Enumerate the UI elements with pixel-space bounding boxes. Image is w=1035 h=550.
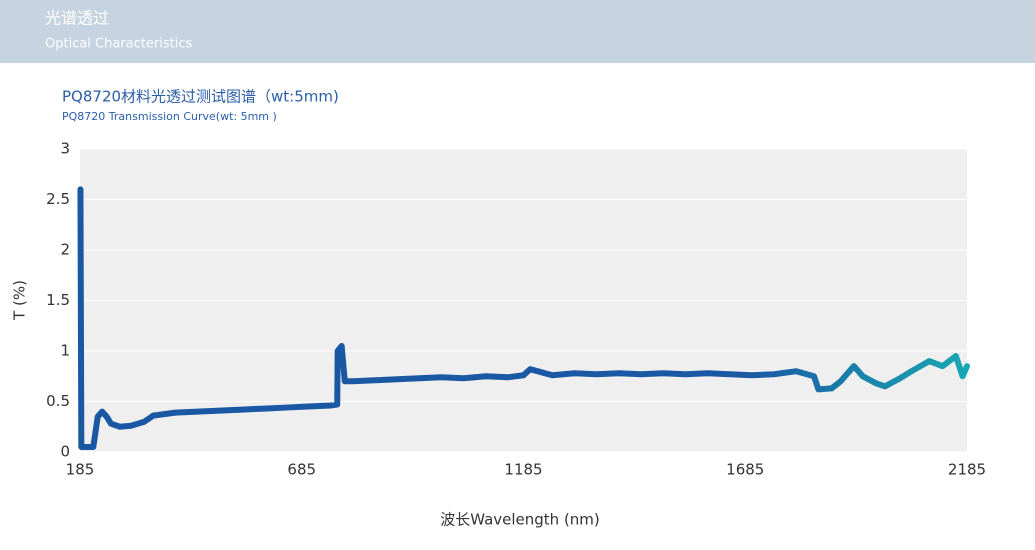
header-title: 光谱透过	[45, 9, 109, 28]
y-tick-label: 3	[60, 140, 70, 158]
y-tick-label: 1	[60, 342, 70, 360]
x-tick-label: 185	[66, 461, 95, 479]
y-tick-label: 0.5	[46, 392, 70, 410]
x-tick-label: 685	[287, 461, 316, 479]
data-line	[77, 186, 970, 450]
header-subtitle: Optical Characteristics	[45, 37, 192, 52]
chart-subtitle: PQ8720 Transmission Curve(wt: 5mm )	[62, 110, 277, 123]
x-tick-label: 1685	[726, 461, 764, 479]
y-tick-label: 1.5	[46, 291, 70, 309]
x-tick-label: 1185	[504, 461, 542, 479]
y-tick-label: 2	[60, 241, 70, 259]
y-axis-label: T (%)	[11, 280, 29, 321]
header-band	[0, 0, 1035, 63]
x-axis-label: 波长Wavelength (nm)	[440, 511, 600, 529]
x-tick-label: 2185	[948, 461, 986, 479]
chart-title: PQ8720材料光透过测试图谱（wt:5mm)	[62, 88, 339, 106]
y-tick-label: 2.5	[46, 190, 70, 208]
y-tick-label: 0	[60, 443, 70, 461]
